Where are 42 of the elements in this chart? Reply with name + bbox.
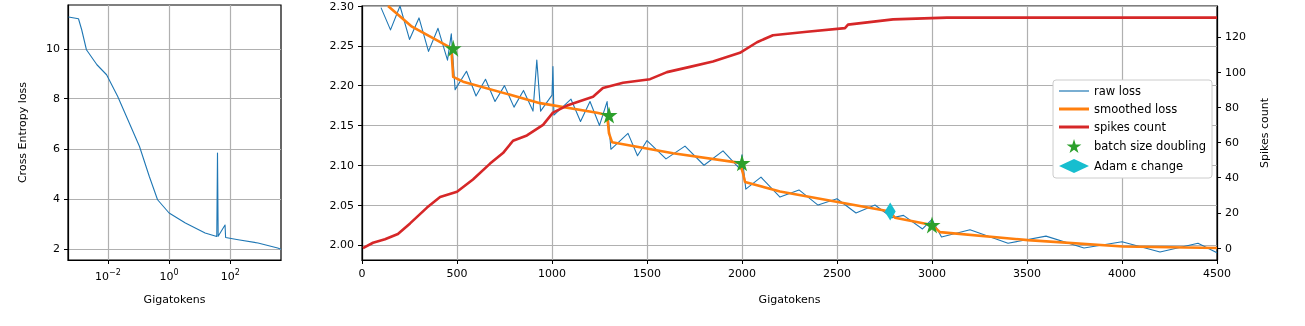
y2-tick-label: 60 xyxy=(1225,136,1239,149)
y-tick-label: 2.25 xyxy=(329,39,354,53)
point xyxy=(444,39,462,57)
legend-label: smoothed loss xyxy=(1094,102,1178,116)
x-tick-label: 2500 xyxy=(823,267,851,280)
x-axis-title: Gigatokens xyxy=(143,293,206,306)
y2-tick-label: 20 xyxy=(1225,206,1239,220)
y2-axis-title: Spikes count xyxy=(1258,97,1271,169)
legend-label: spikes count xyxy=(1094,120,1167,134)
x-tick-label: 3000 xyxy=(918,267,946,280)
point xyxy=(923,216,941,234)
y-tick-label: 2.05 xyxy=(329,198,354,212)
x-tick-label: 500 xyxy=(446,267,468,280)
x-tick-label: 4500 xyxy=(1203,267,1231,280)
x-tick-label: 1500 xyxy=(633,267,661,280)
point xyxy=(600,106,618,124)
x-tick-label: 3500 xyxy=(1013,267,1041,280)
y-tick-label: 4 xyxy=(53,192,60,206)
y2-tick-label: 100 xyxy=(1225,65,1246,79)
x-tick-label: 0 xyxy=(358,267,366,280)
y-tick-label: 8 xyxy=(53,92,60,106)
x-tick-label: 2000 xyxy=(728,267,756,280)
legend-label: Adam ε change xyxy=(1094,159,1184,173)
y-tick-label: 2.10 xyxy=(329,158,354,172)
y-axis-title: Cross Entropy loss xyxy=(16,81,29,184)
y-tick-label: 2.15 xyxy=(329,118,354,132)
legend-label: raw loss xyxy=(1094,84,1142,98)
x-tick-label: 4000 xyxy=(1108,267,1136,280)
y2-tick-label: 120 xyxy=(1225,30,1246,44)
y-tick-label: 2.20 xyxy=(329,79,354,93)
point xyxy=(733,154,751,172)
y-tick-label: 2 xyxy=(53,242,60,256)
y2-tick-label: 80 xyxy=(1225,100,1239,114)
y2-tick-label: 0 xyxy=(1225,241,1232,255)
y-tick-label: 6 xyxy=(53,142,60,156)
y-tick-label: 2.00 xyxy=(329,238,354,252)
y-tick-label: 10 xyxy=(46,42,60,56)
y-tick-label: 2.30 xyxy=(329,0,354,13)
y2-tick-label: 40 xyxy=(1225,171,1239,185)
legend-label: batch size doubling xyxy=(1094,139,1207,153)
x-axis-title: Gigatokens xyxy=(758,293,821,306)
x-tick-label: 1000 xyxy=(538,267,566,280)
